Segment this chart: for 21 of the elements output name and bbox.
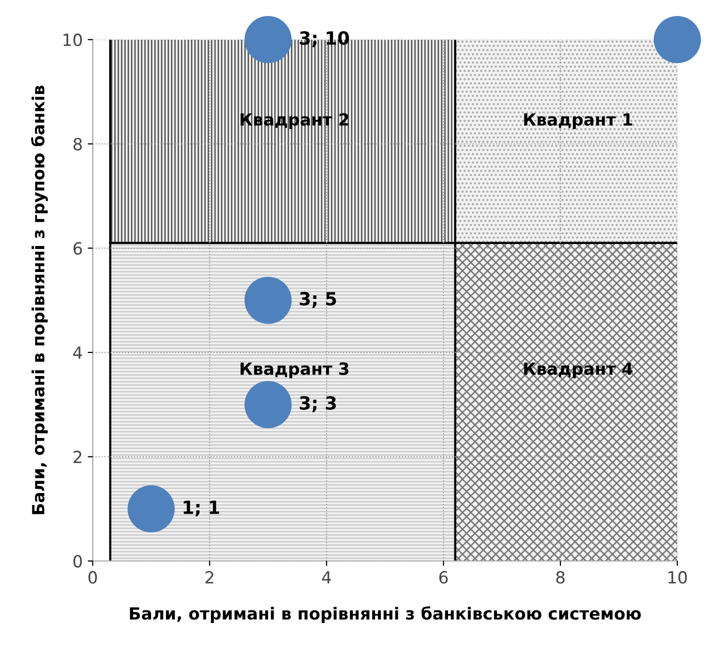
x-tick-label: 2 bbox=[206, 571, 214, 584]
y-axis-title: Бали, отримані в порівнянні з групою банків bbox=[31, 86, 48, 514]
y-tick-label: 0 bbox=[73, 554, 82, 568]
annotation: Квадрант 3 bbox=[240, 362, 348, 378]
x-tick-label: 8 bbox=[556, 571, 565, 584]
y-tick-label: 10 bbox=[64, 34, 82, 46]
data-label: 1; 1 bbox=[184, 500, 220, 516]
x-axis-title: Бали, отримані в порівнянні з банківською системою bbox=[130, 606, 641, 623]
data-label: 3; 5 bbox=[300, 292, 336, 308]
annotation: Квадрант 1 bbox=[524, 113, 632, 130]
data-label: 3; 3 bbox=[300, 396, 336, 412]
x-tick-label: 6 bbox=[439, 571, 448, 584]
x-tick-label: 4 bbox=[322, 571, 331, 584]
y-tick-label: 8 bbox=[73, 138, 82, 150]
annotation: Квадрант 4 bbox=[524, 362, 633, 378]
x-tick-label: 0 bbox=[88, 571, 97, 584]
y-tick-label: 6 bbox=[74, 242, 82, 255]
y-tick-label: 4 bbox=[73, 346, 82, 359]
y-tick-label: 2 bbox=[74, 450, 82, 464]
data-label: 3; 10 bbox=[300, 31, 349, 48]
x-tick-label: 10 bbox=[668, 571, 687, 584]
